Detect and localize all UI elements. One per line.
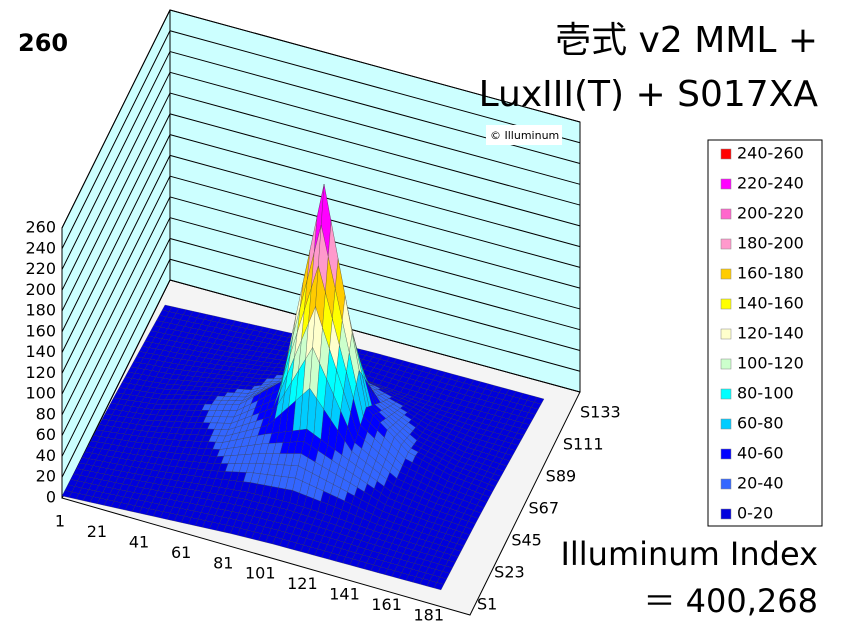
x-tick-label: 161 — [371, 595, 402, 614]
legend-swatch — [720, 358, 732, 370]
z-tick-label: 100 — [25, 384, 56, 403]
chart-title: 壱式 v2 MML + — [555, 20, 818, 61]
surface-cell — [433, 582, 445, 591]
grid-line — [61, 279, 581, 499]
legend-swatch — [720, 388, 732, 400]
x-tick-label: 21 — [87, 522, 107, 541]
legend-label: 60-80 — [737, 414, 784, 433]
legend: 240-260 220-240 200-220 180-200 160-180 140-1… — [720, 144, 804, 523]
legend-label: 220-240 — [737, 174, 804, 193]
x-tick-label: 41 — [129, 532, 149, 551]
y-tick-label: S45 — [511, 531, 542, 550]
peak-label: 260 — [18, 29, 68, 57]
z-tick-label: 0 — [46, 488, 56, 507]
legend-swatch — [720, 148, 732, 160]
y-tick-label: S67 — [529, 499, 560, 518]
legend-swatch — [720, 418, 732, 430]
grid-line — [61, 9, 581, 229]
grid-line — [61, 258, 581, 478]
axes: 0204060801001201401601802002202402601214… — [25, 218, 620, 625]
grid-line — [61, 134, 581, 353]
x-tick-label: 1 — [55, 512, 65, 531]
legend-label: 40-60 — [737, 444, 784, 463]
legend-label: 200-220 — [737, 204, 804, 223]
legend-swatch — [720, 238, 732, 250]
grid-line — [61, 92, 581, 312]
index-value: ＝ 400,268 — [643, 582, 818, 620]
grid-line — [61, 154, 581, 374]
y-tick-label: S23 — [494, 563, 525, 582]
x-tick-label: 61 — [171, 543, 191, 562]
z-tick-label: 20 — [36, 467, 56, 486]
legend-swatch — [720, 328, 732, 340]
z-tick-label: 240 — [25, 238, 56, 257]
grid-line — [61, 217, 581, 436]
legend-label: 240-260 — [737, 144, 804, 163]
z-tick-label: 40 — [36, 446, 56, 465]
grid-line — [61, 113, 581, 333]
legend-label: 160-180 — [737, 264, 804, 283]
legend-swatch — [720, 508, 732, 520]
legend-label: 0-20 — [737, 504, 773, 523]
z-tick-label: 260 — [25, 218, 56, 237]
z-tick-label: 220 — [25, 259, 56, 278]
grid-line — [61, 50, 581, 270]
grid-line — [61, 175, 581, 395]
index-label: Illuminum Index — [560, 535, 818, 573]
z-tick-label: 60 — [36, 425, 56, 444]
z-tick-label: 180 — [25, 301, 56, 320]
legend-label: 80-100 — [737, 384, 794, 403]
legend-swatch — [720, 298, 732, 310]
z-tick-label: 80 — [36, 404, 56, 423]
watermark-box — [486, 125, 562, 145]
legend-swatch — [720, 448, 732, 460]
legend-label: 180-200 — [737, 234, 804, 253]
x-tick-label: 141 — [329, 585, 360, 604]
legend-label: 100-120 — [737, 354, 804, 373]
chart-title: LuxIII(T) + S017XA — [479, 74, 819, 115]
y-tick-label: S1 — [477, 595, 497, 614]
legend-swatch — [720, 478, 732, 490]
legend-swatch — [720, 268, 732, 280]
grid-line — [61, 30, 581, 249]
legend-label: 120-140 — [737, 324, 804, 343]
legend-swatch — [720, 208, 732, 220]
legend-label: 20-40 — [737, 474, 784, 493]
legend-swatch — [720, 178, 732, 190]
z-tick-label: 140 — [25, 342, 56, 361]
x-tick-label: 101 — [245, 564, 276, 583]
legend-label: 140-160 — [737, 294, 804, 313]
grid-line — [61, 196, 581, 416]
surface — [61, 184, 545, 591]
grid-line — [61, 237, 581, 457]
x-tick-label: 181 — [413, 606, 444, 625]
x-tick-label: 121 — [287, 574, 318, 593]
grid-line — [61, 71, 581, 291]
watermark: © Illuminum — [490, 129, 559, 142]
z-tick-label: 120 — [25, 363, 56, 382]
x-tick-label: 81 — [213, 553, 233, 572]
z-tick-label: 160 — [25, 321, 56, 340]
y-tick-label: S111 — [563, 435, 604, 454]
y-tick-label: S133 — [580, 403, 621, 422]
y-tick-label: S89 — [546, 467, 577, 486]
z-tick-label: 200 — [25, 280, 56, 299]
